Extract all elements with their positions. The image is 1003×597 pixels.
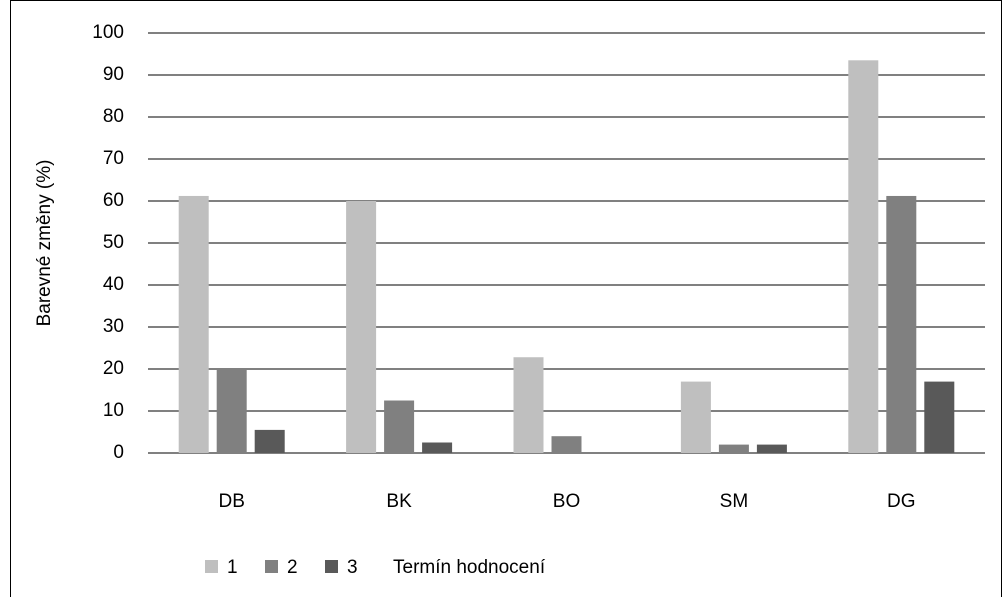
bar <box>346 201 377 453</box>
y-tick-label: 90 <box>103 64 124 85</box>
bar <box>422 442 453 453</box>
x-tick-label: SM <box>720 491 749 512</box>
y-tick-label: 70 <box>103 148 124 169</box>
y-tick-label: 50 <box>103 232 124 253</box>
legend-title: Termín hodnocení <box>393 557 546 578</box>
y-tick-label: 100 <box>92 22 124 43</box>
y-tick-label: 0 <box>113 442 124 463</box>
y-tick-label: 30 <box>103 316 124 337</box>
bar <box>848 60 879 454</box>
legend-swatch <box>205 560 218 573</box>
legend-swatch <box>325 560 338 573</box>
bar <box>178 195 209 453</box>
y-axis-label: Barevné změny (%) <box>34 160 55 327</box>
bar <box>513 357 544 453</box>
legend-label: 1 <box>227 557 238 578</box>
bar <box>756 444 787 453</box>
x-tick-label: DG <box>887 491 916 512</box>
y-tick-label: 20 <box>103 358 124 379</box>
x-tick-label: DB <box>218 491 244 512</box>
bar <box>551 436 582 453</box>
y-tick-label: 10 <box>103 400 124 421</box>
bar <box>384 400 415 453</box>
y-tick-label: 80 <box>103 106 124 127</box>
x-tick-label: BK <box>386 491 412 512</box>
chart-border <box>10 0 1002 597</box>
x-tick-label: BO <box>553 491 580 512</box>
legend-label: 3 <box>347 557 358 578</box>
legend-swatch <box>265 560 278 573</box>
bar <box>680 381 711 453</box>
bar <box>924 381 955 453</box>
legend-label: 2 <box>287 557 298 578</box>
bar <box>254 429 285 453</box>
bar <box>718 444 749 453</box>
bar <box>216 369 247 453</box>
y-tick-label: 60 <box>103 190 124 211</box>
y-tick-label: 40 <box>103 274 124 295</box>
bar <box>886 195 917 453</box>
